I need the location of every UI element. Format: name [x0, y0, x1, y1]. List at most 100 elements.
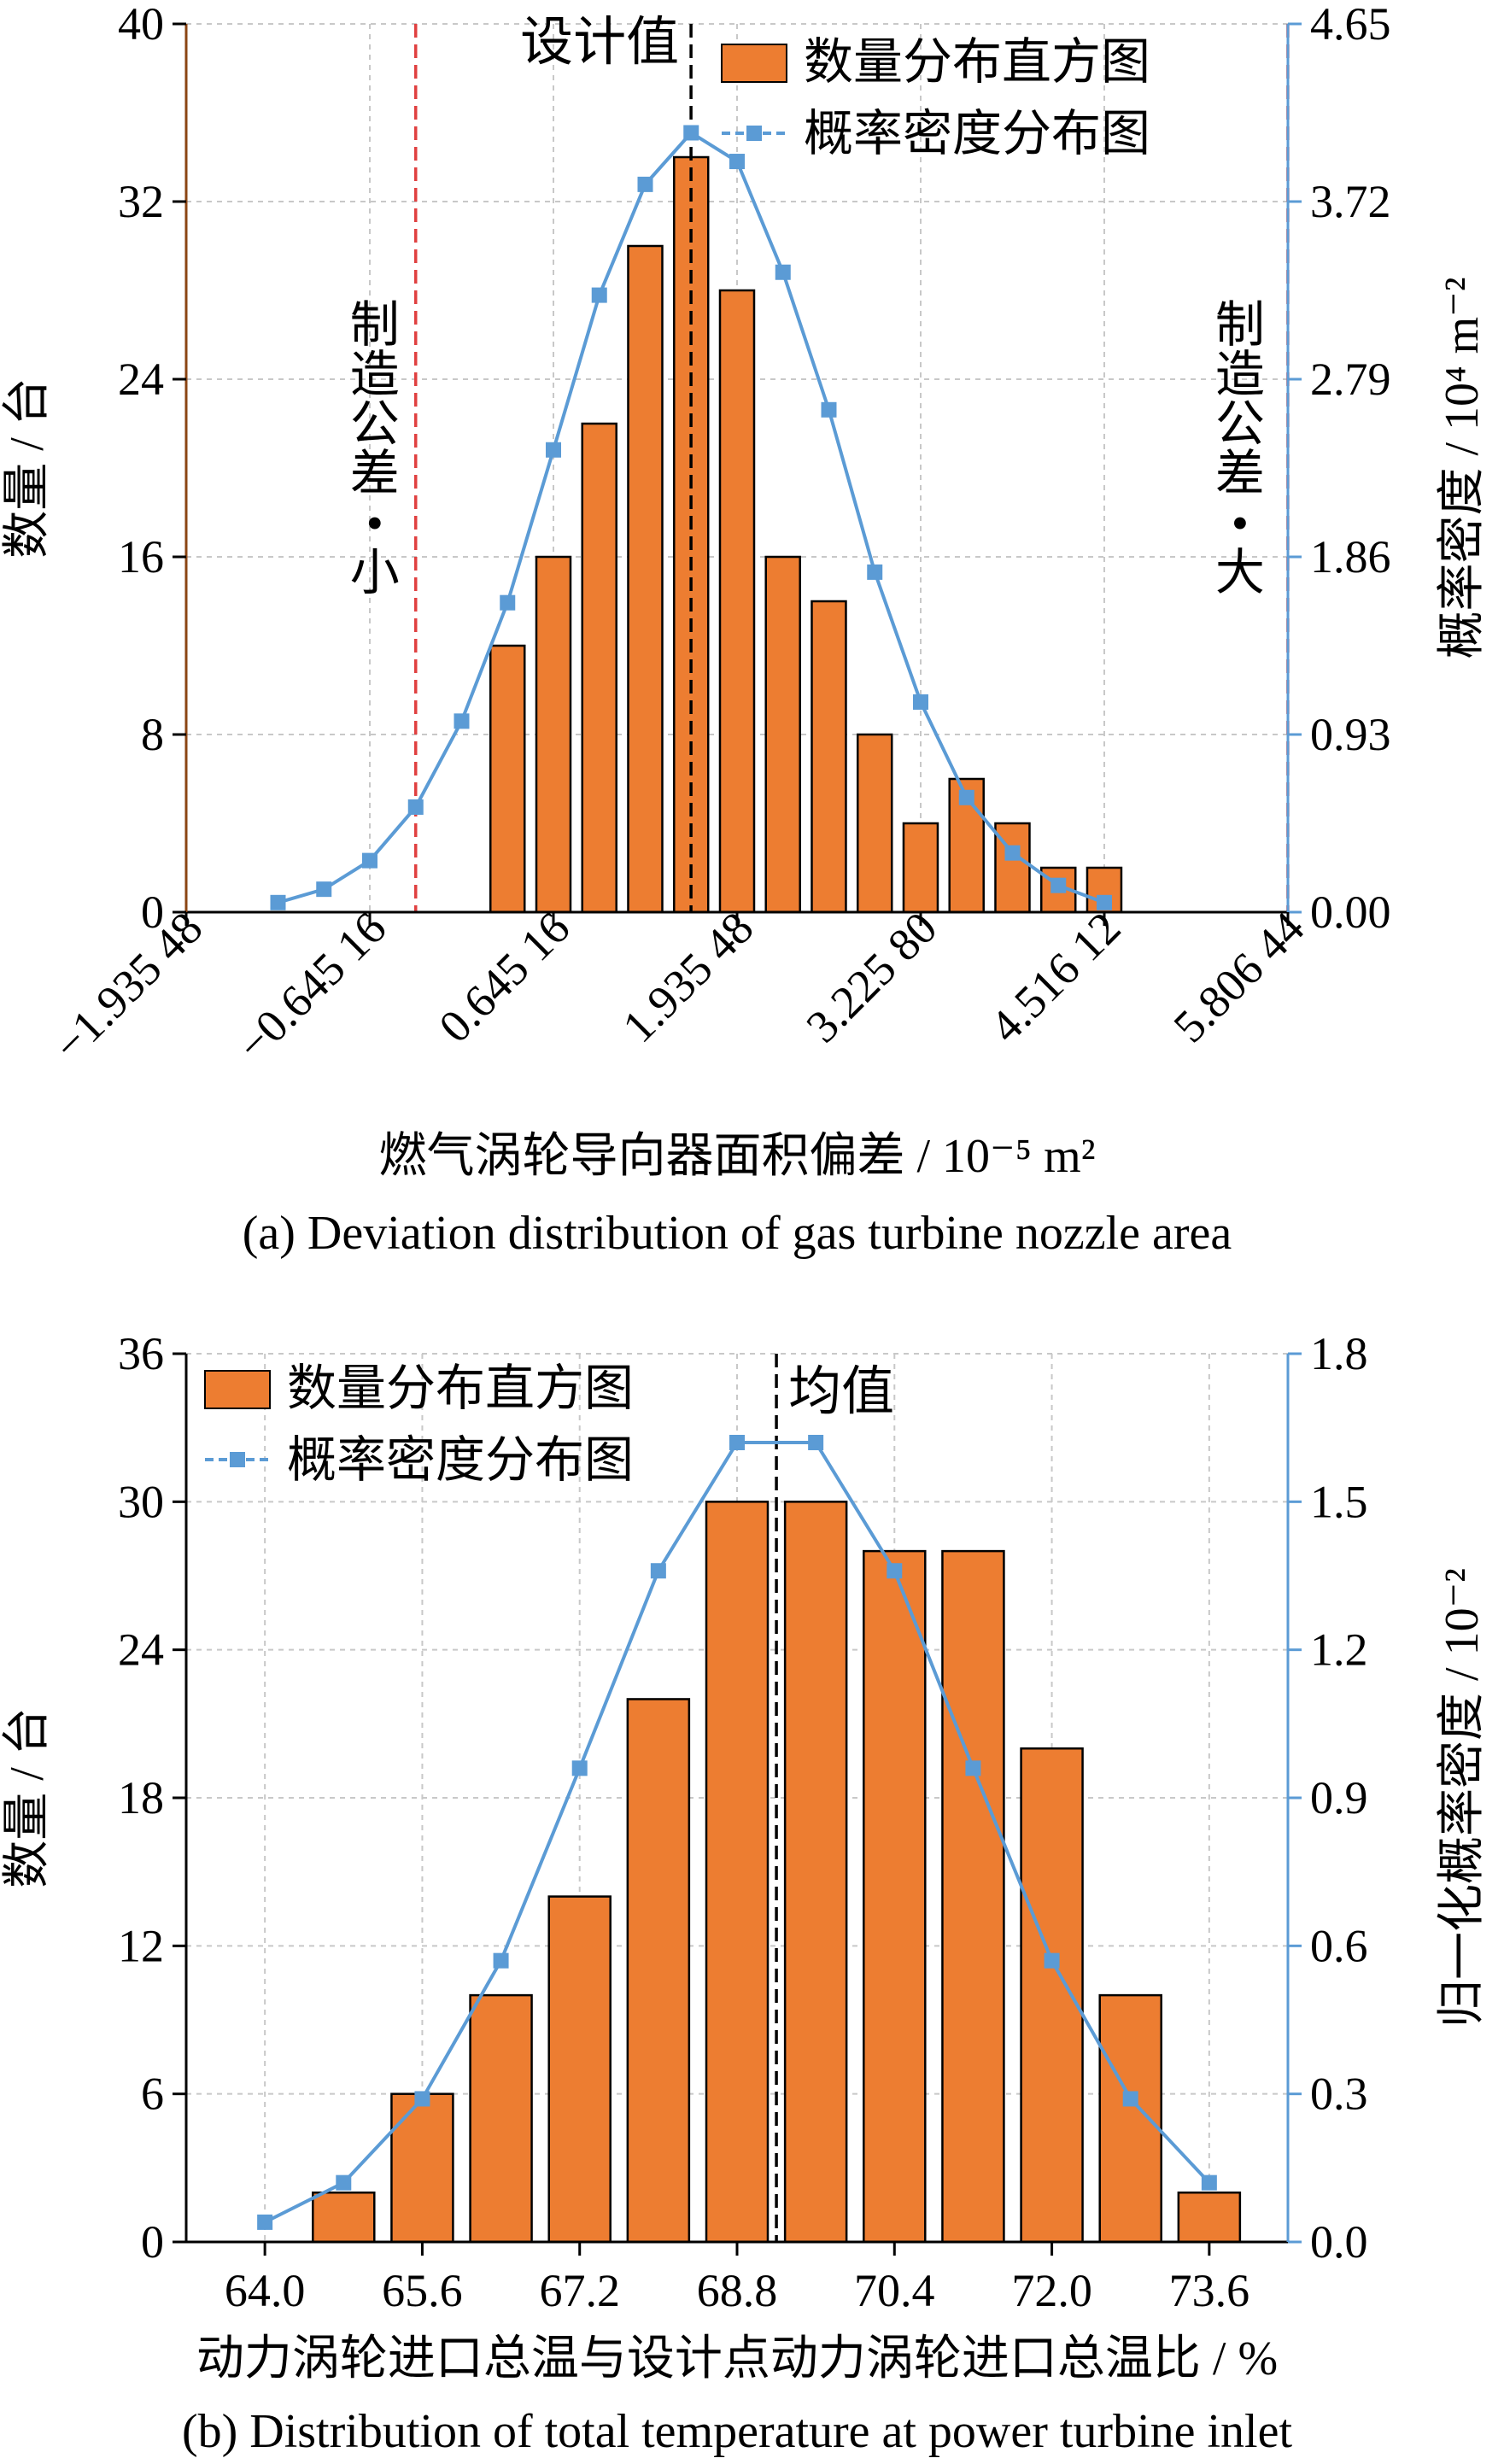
density-point: [454, 713, 470, 729]
y-tick-label-right: 3.72: [1310, 176, 1391, 227]
reference-label-char: •: [366, 495, 383, 551]
bar: [626, 1698, 691, 2244]
y-tick-label-left: 0: [141, 2216, 164, 2268]
density-point: [637, 176, 653, 192]
x-tick-label: 73.6: [1169, 2265, 1250, 2316]
bar: [811, 600, 847, 914]
density-point: [867, 564, 883, 580]
y-tick-label-right: 0.00: [1310, 887, 1391, 938]
y-tick-label-right: 0.3: [1310, 2069, 1368, 2120]
y-tick-label-right: 0.0: [1310, 2216, 1368, 2268]
x-tick-label: −0.645 16: [227, 902, 396, 1071]
reference-label: 设计值: [520, 14, 679, 72]
y-tick-label-left: 18: [118, 1772, 164, 1823]
density-point: [683, 125, 699, 141]
density-point: [361, 852, 377, 869]
y-tick-label-left: 24: [118, 1624, 164, 1676]
density-point: [493, 1952, 509, 1969]
y-tick-label-right: 0.6: [1310, 1920, 1368, 1971]
y-tick-label-left: 8: [141, 709, 164, 760]
y-tick-label-left: 6: [141, 2069, 164, 2120]
density-point: [1004, 845, 1021, 861]
reference-label-char: 制: [350, 297, 400, 353]
y-tick-label-left: 36: [118, 1328, 164, 1379]
density-point: [821, 401, 837, 418]
density-point: [1096, 894, 1112, 910]
density-point: [591, 287, 607, 303]
reference-label: 均值: [788, 1363, 894, 1421]
x-tick-label: 68.8: [697, 2265, 778, 2316]
legend-bar-label: 数量分布直方图: [287, 1361, 634, 1416]
bar: [902, 822, 939, 914]
bar: [535, 555, 572, 914]
density-point: [1201, 2174, 1217, 2191]
bar: [856, 733, 893, 914]
line-series: [270, 125, 1112, 910]
x-tick-label: 0.645 16: [429, 902, 579, 1052]
y-tick-label-left: 40: [118, 0, 164, 50]
bar: [941, 1549, 1005, 2244]
x-tick-label: 67.2: [539, 2265, 620, 2316]
chart-panel-a: 设计值制造公差•小制造公差•大08162432400.000.931.862.7…: [1, 0, 1489, 1260]
reference-label-char: 公: [1215, 396, 1265, 452]
x-tick-label: 1.935 48: [612, 902, 763, 1052]
bar: [718, 289, 756, 914]
legend-line-label: 概率密度分布图: [287, 1432, 634, 1488]
reference-label-char: 小: [350, 545, 400, 600]
y-axis-label-left: 数量 / 台: [1, 378, 54, 559]
y-tick-label-right: 1.2: [1310, 1624, 1368, 1676]
x-tick-label: 3.225 80: [796, 902, 946, 1052]
x-axis-label: 燃气涡轮导向器面积偏差 / 10⁻⁵ m²: [379, 1130, 1096, 1183]
bar: [1098, 1993, 1162, 2244]
figure-caption: (b) Distribution of total temperature at…: [182, 2405, 1293, 2458]
y-tick-label-left: 32: [118, 176, 164, 227]
legend-bar-swatch: [204, 1370, 271, 1409]
density-point: [407, 799, 424, 815]
x-tick-label: −1.935 48: [44, 902, 213, 1071]
density-point: [729, 1435, 745, 1450]
x-tick-label: 64.0: [225, 2265, 306, 2316]
y-axis-label-right: 概率密度 / 10⁴ m⁻²: [1436, 278, 1489, 659]
density-point: [546, 442, 562, 458]
y-tick-label-right: 1.86: [1310, 531, 1391, 582]
density-point: [808, 1435, 824, 1450]
density-point: [958, 789, 974, 805]
reference-label-char: 公: [350, 396, 400, 452]
bar: [705, 1501, 770, 2244]
y-tick-label-left: 0: [141, 887, 164, 938]
x-tick-label: 65.6: [382, 2265, 463, 2316]
density-point: [316, 881, 332, 898]
density-point: [257, 2214, 273, 2230]
x-tick-label: 5.806 44: [1163, 902, 1314, 1052]
reference-label-char: •: [1232, 495, 1249, 551]
legend-line-marker: [230, 1452, 245, 1467]
bar: [469, 1993, 533, 2244]
density-point: [336, 2174, 352, 2191]
x-axis-label: 动力涡轮进口总温与设计点动力涡轮进口总温比 / %: [196, 2332, 1278, 2385]
y-tick-label-right: 0.9: [1310, 1772, 1368, 1823]
y-tick-label-right: 4.65: [1310, 0, 1391, 50]
reference-lines: 均值: [775, 1354, 894, 2242]
bar: [863, 1549, 927, 2244]
density-point: [913, 694, 928, 710]
y-axis-label-right: 归一化概率密度 / 10⁻²: [1436, 1568, 1489, 2028]
y-tick-label-right: 1.5: [1310, 1476, 1368, 1527]
axes: 0 8 16 24 32 40 0.00 0.93 1.86 2.79 3.72 4.65 −1.935…: [44, 0, 1391, 1071]
bar: [783, 1501, 848, 2244]
bar: [627, 244, 664, 914]
density-point: [414, 2091, 430, 2107]
density-point: [270, 894, 286, 910]
bar: [581, 422, 617, 914]
reference-label-char: 大: [1215, 545, 1265, 600]
legend-bar-label: 数量分布直方图: [804, 34, 1150, 90]
legend-line-label: 概率密度分布图: [804, 106, 1150, 161]
chart-panel-b: 均值 0 6 12 18 24 30 36 0.0 0.3 0.6 0.9 1.2 1.5 1.8 64.0 6…: [1, 1328, 1489, 2458]
bar: [764, 555, 801, 914]
y-tick-label-left: 30: [118, 1476, 164, 1527]
line-series: [257, 1435, 1217, 2230]
bar-series: [312, 1501, 1242, 2244]
density-point: [1050, 877, 1067, 893]
